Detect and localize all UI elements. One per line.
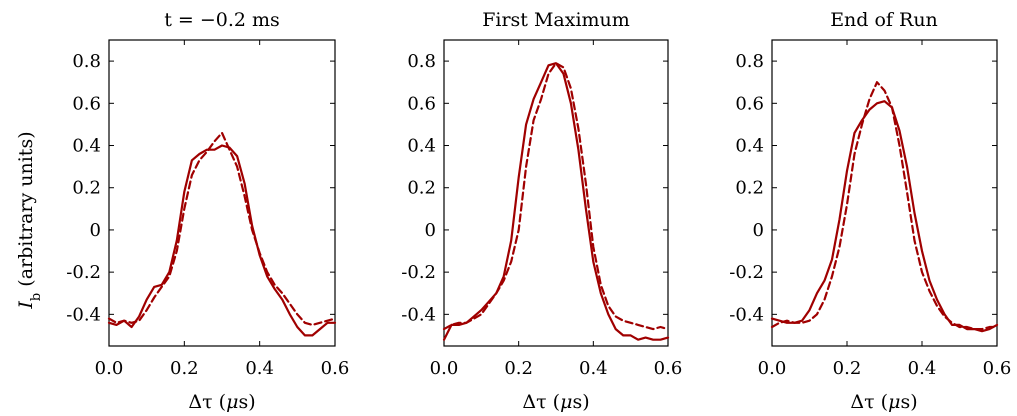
panel-2-y-tick-label: 0.6 [407, 93, 436, 114]
panel-3-y-tick-label: -0.4 [729, 304, 764, 325]
panel-2-solid-line [442, 62, 670, 341]
panel-1-solid-line [107, 144, 337, 337]
panel-1-y-tick-label: 0.2 [72, 178, 101, 199]
panel-2: First Maximum 0.0 0.2 0.4 0.6 -0.4-0.200.20… [401, 9, 682, 413]
panel-1-y-tick-label: -0.4 [66, 304, 101, 325]
panel-3-solid-line [770, 100, 999, 333]
panel-2-x-tick-label: 0.6 [654, 358, 683, 379]
panel-1: t = −0.2 ms 0.0 0.2 0.4 0.6 -0.4 -0.2 0 0.2 0.4… [66, 9, 349, 413]
panel-2-x-tick-label: 0.0 [430, 358, 459, 379]
panel-3-x-tick-label: 0.4 [908, 358, 937, 379]
panel-2-y-tick-label: 0.2 [407, 178, 436, 199]
panel-1-x-tick-label: 0.0 [95, 358, 124, 379]
panel-1-series [107, 131, 337, 337]
panel-1-y-ticks: -0.4 -0.2 0 0.2 0.4 0.6 0.8 [66, 51, 335, 325]
panel-2-x-tick-label: 0.4 [579, 358, 608, 379]
panel-1-y-tick-label: 0.6 [72, 93, 101, 114]
panel-1-title: t = −0.2 ms [164, 9, 280, 31]
panel-2-x-tick-label: 0.2 [504, 358, 533, 379]
panel-3-x-tick-label: 0.0 [758, 358, 787, 379]
panel-2-y-tick-label: 0 [425, 220, 436, 241]
panel-3-y-tick-label: 0.4 [735, 136, 764, 157]
panel-2-x-axis-label: Δτ (μs) [522, 391, 589, 413]
panel-2-series [442, 62, 670, 341]
panel-3-x-axis-label: Δτ (μs) [850, 391, 917, 413]
panel-1-y-tick-label: 0.8 [72, 51, 101, 72]
panel-3-y-tick-label: 0.8 [735, 51, 764, 72]
panel-3-y-ticks: -0.4 -0.2 0 0.2 0.4 0.6 0.8 [729, 51, 997, 325]
panel-1-x-tick-label: 0.2 [170, 358, 199, 379]
panel-3: End of Run 0.0 0.2 0.4 0.6 -0.4-0.200.20.40… [729, 9, 1011, 413]
panel-3-y-tick-label: 0.6 [735, 93, 764, 114]
panel-1-y-tick-label: -0.2 [66, 262, 101, 283]
panel-3-x-ticks: 0.0 0.2 0.4 0.6 [758, 40, 1012, 379]
panel-2-x-ticks: 0.0 0.2 0.4 0.6 [430, 40, 683, 379]
panel-1-y-tick-label: 0.4 [72, 136, 101, 157]
panel-2-y-tick-label: 0.4 [407, 136, 436, 157]
panel-1-y-tick-label: 0 [90, 220, 101, 241]
panel-2-y-tick-label: 0.8 [407, 51, 436, 72]
panel-1-x-tick-label: 0.6 [321, 358, 350, 379]
panel-3-x-tick-label: 0.2 [833, 358, 862, 379]
panel-3-frame [771, 39, 998, 347]
panel-2-y-tick-label: -0.2 [401, 262, 436, 283]
panel-1-x-tick-label: 0.4 [245, 358, 274, 379]
panel-1-x-axis-label: Δτ (μs) [188, 391, 255, 413]
panel-3-y-tick-label: -0.2 [729, 262, 764, 283]
panel-2-y-tick-label: -0.4 [401, 304, 436, 325]
panel-3-series [770, 81, 999, 333]
panel-2-y-ticks: -0.4 -0.2 0 0.2 0.4 0.6 0.8 [401, 51, 668, 325]
panel-3-x-tick-label: 0.6 [983, 358, 1012, 379]
panel-2-dashed-line [442, 62, 670, 331]
panel-2-frame [443, 39, 669, 347]
panel-3-y-tick-label: 0 [753, 220, 764, 241]
panel-1-frame [108, 39, 336, 347]
panel-1-dashed-line [107, 131, 337, 326]
panel-3-y-tick-label: 0.2 [735, 178, 764, 199]
y-axis-label: Ib (arbitrary units) [15, 131, 44, 309]
panel-3-title: End of Run [830, 9, 938, 31]
panel-2-title: First Maximum [482, 9, 630, 31]
panel-1-x-ticks: 0.0 0.2 0.4 0.6 [95, 40, 350, 379]
panel-3-dashed-line [770, 81, 999, 331]
